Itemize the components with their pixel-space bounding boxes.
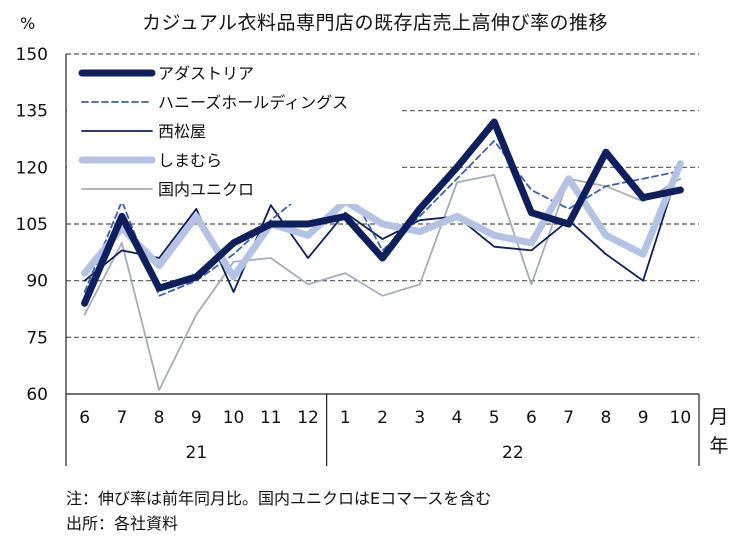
x-tick-label: 2 [377, 408, 388, 428]
y-tick-label: 60 [26, 385, 48, 405]
x-tick-label: 3 [414, 408, 425, 428]
x-tick-label: 7 [563, 408, 574, 428]
series-lines [81, 118, 684, 392]
y-axis-unit-label: % [20, 14, 36, 33]
x-axis-year-label: 年 [709, 435, 728, 457]
y-tick-label: 150 [16, 45, 48, 65]
x-tick-label: 8 [600, 408, 611, 428]
x-tick-label: 6 [526, 408, 537, 428]
legend-label: ハニーズホールディングス [158, 93, 348, 112]
legend-label: 国内ユニクロ [158, 180, 254, 199]
x-tick-label: 11 [260, 408, 282, 428]
x-tick-label: 10 [670, 408, 692, 428]
x-tick-label: 9 [638, 408, 649, 428]
y-tick-label: 90 [26, 272, 48, 292]
x-tick-label: 5 [489, 408, 500, 428]
footnote: 注：伸び率は前年同月比。国内ユニクロはEコマースを含む 出所：各社資料 [66, 486, 491, 536]
y-tick-label: 135 [16, 102, 48, 122]
x-tick-label: 1 [340, 408, 351, 428]
series-line-5 [83, 173, 682, 392]
legend-label: 西松屋 [158, 122, 206, 141]
footnote-source: 出所：各社資料 [66, 514, 179, 533]
x-tick-label: 6 [79, 408, 90, 428]
legend-label: アダストリア [158, 64, 254, 83]
x-tick-label: 10 [223, 408, 245, 428]
x-tick-label: 8 [154, 408, 165, 428]
x-tick-label: 12 [297, 408, 319, 428]
chart-title: カジュアル衣料品専門店の既存店売上高伸び率の推移 [141, 12, 609, 34]
x-axis-month-label: 月 [709, 406, 728, 428]
x-tick-label: 7 [116, 408, 127, 428]
x-tick-label: 9 [191, 408, 202, 428]
series-line-3 [83, 162, 682, 293]
year-label: 21 [186, 443, 208, 463]
footnote-note: 注：伸び率は前年同月比。国内ユニクロはEコマースを含む [66, 489, 492, 508]
x-tick-label: 4 [452, 408, 463, 428]
y-tick-label: 105 [16, 215, 48, 235]
y-tick-label: 120 [16, 158, 48, 178]
series-line-1 [81, 118, 684, 307]
year-label: 22 [502, 443, 524, 463]
y-tick-labels: 60 75 90 105 120 135 150 [16, 45, 48, 405]
legend-label: しまむら [158, 151, 222, 170]
y-tick-label: 75 [26, 328, 48, 348]
